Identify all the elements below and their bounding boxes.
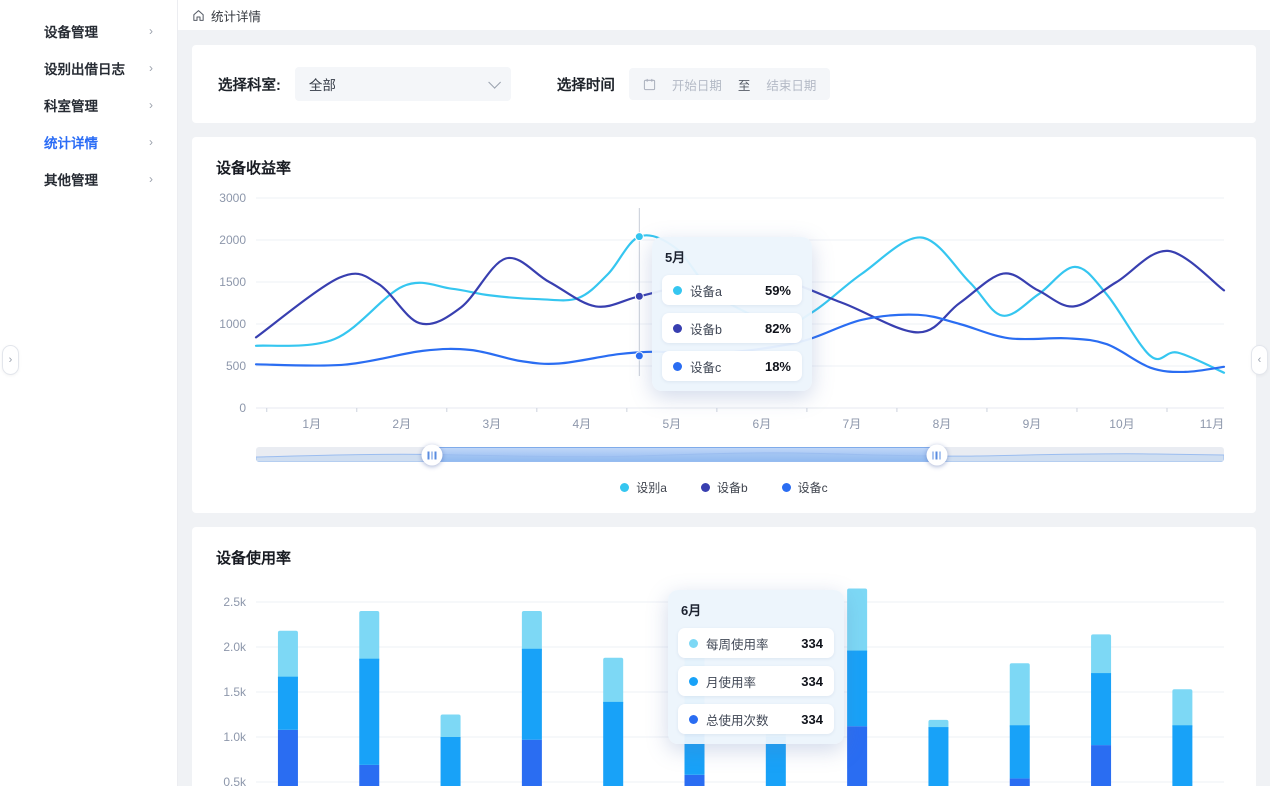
svg-text:2000: 2000: [219, 233, 246, 247]
legend-item[interactable]: 设备c: [781, 479, 828, 496]
datazoom-wave: [256, 452, 1224, 462]
chevron-right-icon: ›: [149, 97, 153, 112]
svg-text:500: 500: [226, 359, 246, 373]
bar-chart-canvas[interactable]: 2.5k 2.0k 1.5k 1.0k 0.5k: [216, 576, 1234, 786]
svg-text:7月: 7月: [843, 417, 862, 431]
svg-text:0: 0: [239, 401, 246, 415]
legend-label: 设备b: [716, 480, 748, 495]
datazoom-track[interactable]: [256, 447, 1224, 462]
svg-text:1.0k: 1.0k: [223, 730, 247, 744]
svg-text:2.0k: 2.0k: [223, 640, 247, 654]
end-date-input[interactable]: 结束日期: [766, 78, 817, 93]
datazoom-handle-left[interactable]: [421, 444, 443, 466]
filter-card: 选择科室: 全部 选择时间 开始日期 至 结束日期: [192, 45, 1256, 123]
chevron-left-icon: ‹: [1257, 354, 1262, 366]
svg-text:3月: 3月: [482, 417, 501, 431]
home-icon: [193, 9, 204, 21]
sidebar-item-other-management[interactable]: 其他管理 ›: [0, 160, 177, 197]
usage-chart-title: 设备使用率: [216, 550, 292, 567]
sidebar-item-department-management[interactable]: 科室管理 ›: [0, 86, 177, 123]
legend-label: 设备c: [797, 480, 828, 495]
legend-item[interactable]: 设别a: [620, 479, 667, 496]
time-filter-label: 选择时间: [556, 77, 615, 94]
svg-text:5月: 5月: [663, 417, 682, 431]
revenue-chart-title: 设备收益率: [216, 160, 292, 177]
svg-text:4月: 4月: [572, 417, 591, 431]
usage-chart-card: 设备使用率 2.5k 2.0k 1.5k 1.0k 0.5k 6月 每周使用率 334 月使…: [192, 527, 1256, 786]
chevron-right-icon: ›: [149, 134, 153, 149]
svg-text:2月: 2月: [392, 417, 411, 431]
sidebar-item-statistics-detail[interactable]: 统计详情 ›: [0, 123, 177, 160]
chevron-right-icon: ›: [149, 171, 153, 186]
revenue-chart-card: 设备收益率 3000 2000 1500 1000 500 0 1月 2月 3月 4月 5月 6月 7月…: [192, 137, 1256, 513]
svg-text:0.5k: 0.5k: [223, 775, 247, 786]
chevron-right-icon: ›: [149, 60, 153, 75]
svg-text:6月: 6月: [753, 417, 772, 431]
collapse-right-button[interactable]: ‹: [1251, 345, 1268, 375]
line-chart-legend: 设别a 设备b 设备c: [216, 475, 1232, 499]
sidebar-item-label: 科室管理: [44, 98, 98, 114]
svg-text:11月: 11月: [1200, 417, 1224, 431]
datazoom-handle-right[interactable]: [926, 444, 947, 466]
sidebar: 设备管理 › 设别出借日志 › 科室管理 › 统计详情 › 其他管理 ›: [0, 0, 178, 786]
svg-text:1月: 1月: [302, 417, 321, 431]
svg-text:1.5k: 1.5k: [223, 685, 247, 699]
start-date-input[interactable]: 开始日期: [671, 78, 722, 93]
svg-text:10月: 10月: [1109, 417, 1134, 431]
svg-text:3000: 3000: [219, 191, 246, 205]
collapse-left-button[interactable]: ›: [2, 345, 19, 375]
legend-dot-icon: [700, 482, 710, 492]
svg-text:9月: 9月: [1023, 417, 1042, 431]
content: 选择科室: 全部 选择时间 开始日期 至 结束日期: [178, 30, 1270, 786]
svg-text:2.5k: 2.5k: [223, 595, 247, 609]
sidebar-item-label: 设别出借日志: [44, 61, 125, 77]
department-filter-label: 选择科室:: [218, 77, 281, 94]
legend-dot-icon: [620, 482, 630, 492]
breadcrumb-bar: 统计详情: [178, 0, 1270, 30]
department-select[interactable]: 全部: [294, 67, 511, 101]
calendar-icon: [643, 78, 655, 90]
chevron-right-icon: ›: [149, 23, 153, 38]
department-select-value: 全部: [308, 78, 336, 93]
chevron-right-icon: ›: [8, 354, 13, 366]
legend-label: 设别a: [636, 480, 667, 495]
legend-dot-icon: [781, 482, 791, 492]
datazoom-slider[interactable]: [256, 444, 1224, 466]
sidebar-item-device-management[interactable]: 设备管理 ›: [0, 12, 177, 49]
breadcrumb-title: 统计详情: [211, 9, 262, 24]
chevron-down-icon: [488, 75, 501, 89]
sidebar-item-label: 设备管理: [44, 24, 98, 40]
sidebar-item-label: 统计详情: [44, 135, 98, 151]
line-chart-canvas[interactable]: 3000 2000 1500 1000 500 0 1月 2月 3月 4月 5月 6月 7月 8月 9月 10…: [216, 186, 1234, 432]
svg-text:1500: 1500: [219, 275, 246, 289]
sidebar-item-label: 其他管理: [44, 172, 98, 188]
date-separator: 至: [737, 78, 751, 93]
usage-bar-chart[interactable]: 2.5k 2.0k 1.5k 1.0k 0.5k: [216, 576, 1232, 786]
revenue-line-chart[interactable]: 3000 2000 1500 1000 500 0 1月 2月 3月 4月 5月 6月 7月 8月 9月 10…: [216, 186, 1232, 437]
svg-text:8月: 8月: [933, 417, 952, 431]
sidebar-item-lending-log[interactable]: 设别出借日志 ›: [0, 49, 177, 86]
svg-text:1000: 1000: [219, 317, 246, 331]
main-area: 统计详情 选择科室: 全部 选择时间 开始日期 至: [178, 0, 1270, 786]
date-range-picker[interactable]: 开始日期 至 结束日期: [628, 68, 831, 100]
legend-item[interactable]: 设备b: [700, 479, 748, 496]
